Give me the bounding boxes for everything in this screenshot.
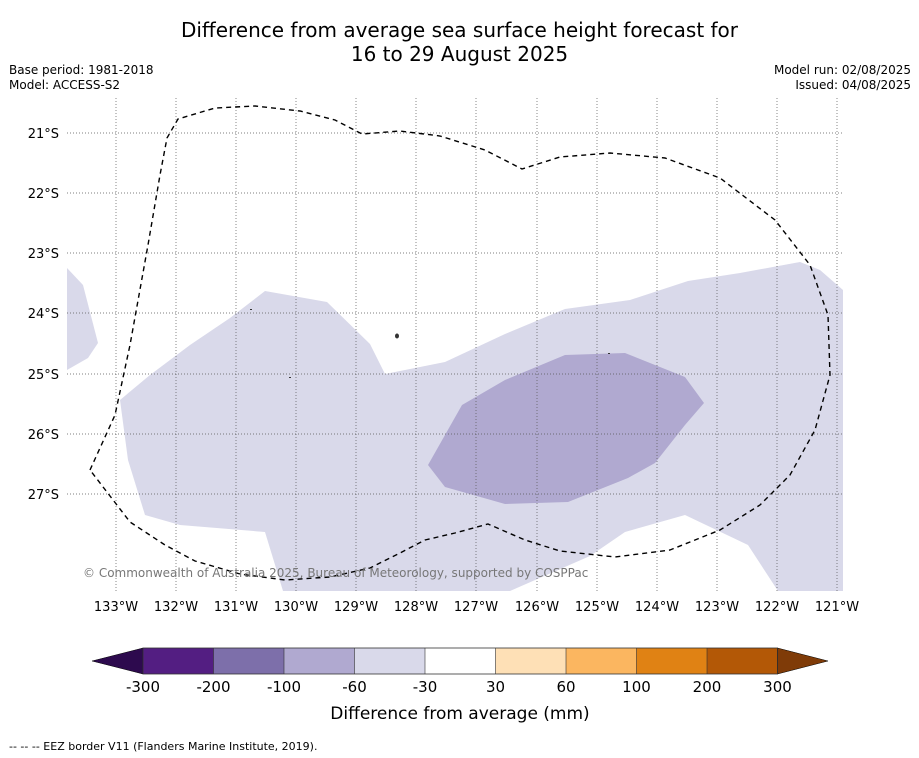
lon-label: 133°W (94, 600, 138, 615)
lon-label: 127°W (454, 600, 498, 615)
colorbar-tick-label: -30 (413, 678, 438, 696)
lat-label: 23°S (28, 247, 59, 262)
model-text: Model: ACCESS-S2 (9, 78, 121, 92)
colorbar-swatch (143, 648, 214, 674)
colorbar-swatch (566, 648, 637, 674)
colorbar-tick-label: -100 (267, 678, 301, 696)
colorbar-tick-label: -300 (126, 678, 160, 696)
lon-label: 131°W (214, 600, 258, 615)
lat-label: 25°S (28, 368, 59, 383)
lat-label: 24°S (28, 307, 59, 322)
colorbar-swatch (354, 648, 425, 674)
colorbar-tick-label: 200 (693, 678, 722, 696)
colorbar-ticks: -300 -200 -100 -60 -30 30 60 100 200 300 (126, 678, 792, 696)
lon-label: 125°W (575, 600, 619, 615)
colorbar-tick-label: 60 (556, 678, 575, 696)
lon-label: 126°W (515, 600, 559, 615)
lon-label: 123°W (695, 600, 739, 615)
meta-left: Base period: 1981-2018 Model: ACCESS-S2 (9, 63, 154, 93)
colorbar-label: Difference from average (mm) (330, 704, 589, 724)
colorbar-tick-label: 30 (486, 678, 505, 696)
title-line-1: Difference from average sea surface heig… (180, 18, 739, 42)
colorbar-swatch (636, 648, 707, 674)
colorbar-swatch (707, 648, 778, 674)
chart-title: Difference from average sea surface heig… (0, 18, 919, 66)
map-speck (608, 353, 610, 354)
lat-labels: 21°S 22°S 23°S 24°S 25°S 26°S 27°S (28, 127, 59, 503)
lat-label: 22°S (28, 187, 59, 202)
model-run-text: Model run: 02/08/2025 (773, 63, 911, 77)
anomaly-region-minus60-minus30-west (67, 268, 98, 370)
colorbar-extend-low (91, 647, 144, 675)
title-line-2: 16 to 29 August 2025 (350, 42, 569, 66)
colorbar-outline (142, 647, 778, 675)
copyright-text: © Commonwealth of Australia 2025, Bureau… (83, 566, 588, 580)
map-panel: © Commonwealth of Australia 2025, Bureau… (67, 98, 843, 591)
map-speck (250, 309, 252, 310)
colorbar-dividers (213, 648, 708, 674)
colorbar-swatch (495, 648, 566, 674)
issued-text: Issued: 04/08/2025 (795, 78, 911, 92)
anomaly-region-minus100-minus60 (428, 353, 704, 504)
colorbar-tick-label: -60 (342, 678, 367, 696)
meta-right: Model run: 02/08/2025 Issued: 04/08/2025 (774, 63, 911, 93)
colorbar-tick-label: -200 (196, 678, 230, 696)
lon-label: 124°W (635, 600, 679, 615)
eez-footnote: -- -- -- EEZ border V11 (Flanders Marine… (9, 740, 318, 753)
lon-label: 132°W (154, 600, 198, 615)
lon-label: 128°W (394, 600, 438, 615)
map-speck (395, 333, 399, 339)
map-gridlines (67, 98, 843, 591)
colorbar-swatch (213, 648, 284, 674)
lon-label: 121°W (815, 600, 859, 615)
lat-label: 27°S (28, 488, 59, 503)
lon-label: 122°W (755, 600, 799, 615)
colorbar: -300 -200 -100 -60 -30 30 60 100 200 300… (91, 647, 829, 724)
lat-label: 21°S (28, 127, 59, 142)
colorbar-swatch (425, 648, 496, 674)
map-speck (289, 377, 291, 378)
colorbar-swatch (284, 648, 355, 674)
base-period-text: Base period: 1981-2018 (9, 63, 154, 77)
lat-label: 26°S (28, 428, 59, 443)
lon-label: 129°W (334, 600, 378, 615)
eez-border (89, 105, 831, 581)
lon-label: 130°W (274, 600, 318, 615)
colorbar-extend-high (777, 647, 829, 675)
colorbar-tick-label: 100 (622, 678, 651, 696)
lon-labels: 133°W 132°W 131°W 130°W 129°W 128°W 127°… (94, 600, 859, 615)
colorbar-tick-label: 300 (763, 678, 792, 696)
